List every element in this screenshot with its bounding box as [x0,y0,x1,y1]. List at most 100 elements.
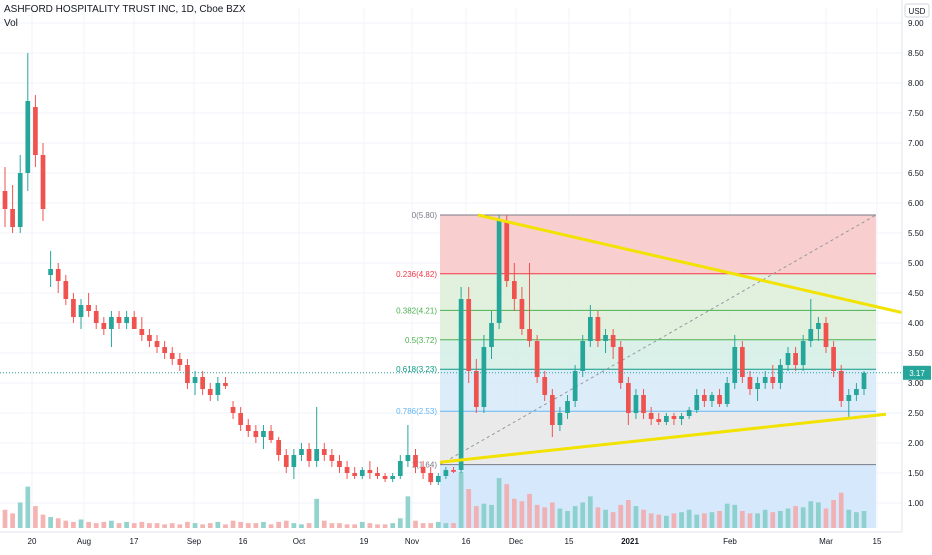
volume-bar [33,506,38,528]
candle-body [679,416,684,419]
volume-bar [641,509,646,528]
volume-bar [390,523,396,528]
volume-bar [223,524,228,528]
fib-retracement[interactable]: 0(5.80) 0.236(4.82) 0.382(4.21) 0.5(3.72) 0.… [396,211,877,528]
time-tick-label: 2021 [621,537,639,546]
currency-label: USD [909,7,926,16]
volume-bar [413,520,418,528]
candle-body [717,395,722,404]
volume-bar [534,504,540,528]
candle-body [55,269,61,281]
fib-level-label: 0.236(4.82) [396,270,437,279]
candle-body [709,395,715,401]
candle-body [854,389,859,395]
volume-bar [702,513,707,528]
volume-bar [648,513,654,528]
volume-bar [48,517,53,528]
time-axis[interactable]: 20 Aug 17 Sep 16 Oct 19 Nov 16 Dec 15 2021 Feb Mar 15 [0,531,902,550]
candle-body [147,335,152,341]
candle-body [238,413,244,425]
volume-bar [200,524,206,528]
volume-bar [329,523,335,528]
candle-body [823,323,829,347]
volume-bar [793,506,798,528]
candle-body [793,353,798,365]
candle-body [861,372,867,389]
volume-bar [816,502,821,528]
candle-body [519,299,525,329]
volume-bar [587,496,593,528]
volume-bar [154,523,160,528]
volume-bar [770,512,776,528]
candle-body [747,377,753,389]
volume-label: Vol [4,18,18,29]
fib-level-label: 0.786(2.53) [396,407,437,416]
volume-bar [603,509,608,528]
volume-bar [443,523,449,528]
price-tick-label: 1.50 [908,469,924,478]
trendlines[interactable] [439,213,917,464]
volume-bar [344,524,350,528]
fib-level-label: 0.618(3.23) [396,365,437,374]
candle-body [283,455,289,467]
price-tick-label: 4.50 [908,289,924,298]
time-tick-label: 15 [873,537,882,546]
candle-body [291,455,297,467]
volume-bar [694,514,700,528]
candle-body [481,347,487,407]
last-price-label: 3.17 [909,369,925,378]
volume-bar [268,524,274,528]
candle-body [48,269,53,275]
time-tick-label: Feb [723,537,737,546]
candle-body [618,347,624,383]
price-tick-label: 6.50 [908,169,924,178]
volume-bar [717,510,722,528]
volume-bar [549,502,555,528]
candle-body [367,470,373,473]
candle-body [580,341,586,371]
candle-body [542,377,548,395]
candle-body [511,281,517,299]
volume-bar [101,521,107,528]
volume-bar [800,507,806,528]
candle-body [162,347,167,353]
price-tick-label: 2.50 [908,409,924,418]
volume-bar [823,508,829,528]
candle-body [466,299,472,371]
volume-bar [116,523,122,528]
volume-bar [71,521,76,528]
candle-body [610,335,616,347]
fib-level-label: 0.5(3.72) [405,336,437,345]
volume-bar [147,523,152,528]
candle-body [572,371,578,401]
volume-bar [375,524,380,528]
candle-body [504,221,510,281]
candle-body [17,173,23,227]
volume-bar [192,523,198,528]
candle-body [230,407,236,413]
candle-body [337,461,342,467]
trendline-lower [439,412,887,464]
candle-body [2,191,8,209]
volume-bar [747,513,753,528]
volume-bar [686,509,692,528]
candlestick-series [2,53,867,485]
volume-bar [808,501,814,528]
candle-body [261,431,266,437]
volume-bar [162,524,167,528]
volume-bar [778,510,783,528]
volume-bar [625,500,631,528]
price-tick-label: 6.00 [908,199,924,208]
candle-body [245,425,251,431]
volume-bar [565,510,570,528]
candle-body [25,101,31,173]
volume-bar [337,523,342,528]
volume-bar [299,524,304,528]
candle-body [557,413,563,425]
volume-bar [40,514,46,528]
volume-bar [732,504,738,528]
volume-bar [283,520,289,528]
price-tick-label: 9.00 [908,19,924,28]
